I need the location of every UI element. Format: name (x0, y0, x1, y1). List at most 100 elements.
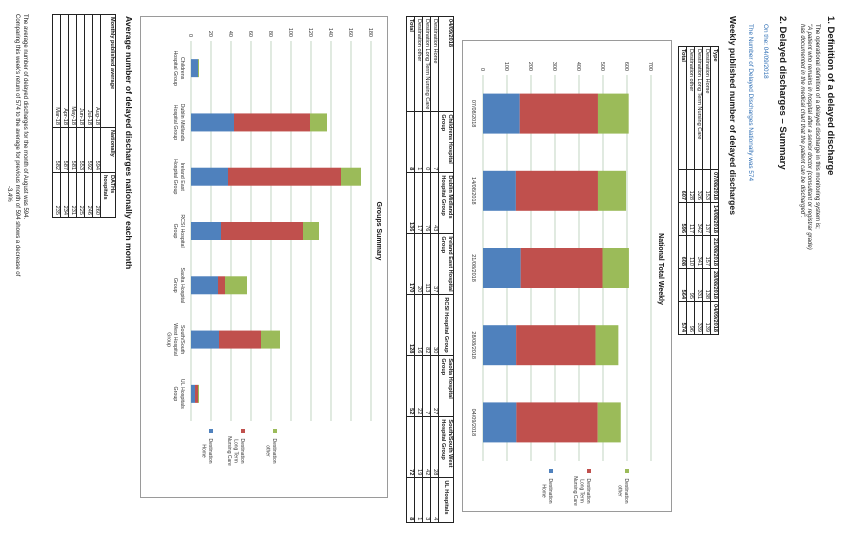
cell: 7 (430, 111, 439, 173)
y-tick-label: 0 (187, 34, 193, 37)
bar-segment (515, 170, 598, 211)
legend-swatch (273, 429, 277, 433)
y-tick-label: 400 (575, 62, 581, 71)
table-total-row: Total 8 136 170 128 52 72 8 (406, 16, 415, 523)
x-tick-label: Hospital Group (172, 50, 178, 85)
x-tick-label: 28/08/2018 (470, 331, 476, 359)
table-row: Jun-18 553 225 (76, 14, 85, 218)
weekly-col-date: 07/08/2018 (710, 169, 719, 203)
monthly-table-header: Monthly published average Nationally DAT… (100, 14, 116, 218)
legend-label: Nursing Care (572, 476, 578, 506)
y-tick-label: 120 (307, 28, 313, 37)
groups-col: UL Hospitals (438, 477, 454, 523)
cell: 341 (694, 235, 703, 269)
national-number-text: The Number of Delayed Discharges Nationa… (747, 24, 754, 182)
cell: 326 (694, 169, 703, 203)
national-weekly-chart: National Total Weekly 0 100 200 300 400 500 600… (470, 62, 664, 506)
row-label: Destination other (686, 46, 695, 170)
bar-segment (597, 170, 627, 211)
cell: 582 (52, 127, 61, 173)
cell: 76 (422, 172, 431, 234)
weekly-table: Type 07/08/2018 14/08/2018 21/08/2018 28… (678, 46, 719, 335)
cell: 7 (422, 355, 431, 417)
y-tick-label: 180 (367, 28, 373, 37)
cell: 128 (686, 169, 695, 203)
bar-segment (228, 167, 341, 186)
bar-segment (597, 93, 629, 134)
legend-swatch (549, 469, 553, 473)
month-label: May-18 (68, 14, 77, 128)
monthly-note-line3: -3.4% (6, 186, 12, 202)
x-tick-label: Hospital Group (172, 105, 178, 140)
legend-label: Long Term (233, 439, 239, 463)
cell: 331 (694, 268, 703, 302)
cell: 137 (702, 202, 711, 236)
bar-segment (482, 248, 521, 288)
y-tick-label: 100 (287, 28, 293, 37)
weekly-heading: Weekly published number of delayed disch… (728, 16, 738, 215)
cell: 564 (678, 268, 687, 302)
row-label: Destination other (414, 16, 423, 112)
y-tick-label: 20 (207, 31, 213, 37)
bar-segment (483, 402, 517, 443)
monthly-note-line2: Comparing this week's return of 574 to t… (14, 14, 20, 277)
bar-segment (516, 402, 598, 443)
cell: 113 (422, 233, 431, 295)
cell: 139 (702, 301, 711, 335)
cell: 234 (60, 172, 69, 218)
cell: 594 (92, 127, 101, 173)
x-tick-label: Dublin Midlands (179, 104, 185, 142)
x-tick-label: RCSI Hospital (179, 214, 185, 247)
legend-swatch (209, 429, 213, 433)
cell: 95 (686, 268, 695, 302)
legend-swatch (587, 469, 591, 473)
monthly-col-national: Nationally (100, 127, 116, 173)
cell: 117 (686, 202, 695, 236)
x-tick-label: South/South (179, 325, 185, 354)
monthly-col-label: Monthly published average (100, 14, 116, 128)
bar-segment (219, 330, 261, 349)
y-tick-label: 700 (647, 62, 653, 71)
bar-segment (191, 330, 219, 349)
bar-segment (191, 167, 228, 186)
cell: 231 (68, 172, 77, 218)
x-tick-label: UL Hospitals (179, 379, 185, 409)
section1-heading: 1. Definition of a delayed discharge (825, 16, 836, 176)
x-tick-label: Group (172, 386, 178, 401)
cell: 581 (68, 127, 77, 173)
x-tick-label: Group (165, 332, 171, 347)
definition-quote-line2: has documented in the medical chart that… (799, 24, 805, 218)
legend-label: other (617, 485, 623, 497)
table-row: Aug-18 594 260 (92, 14, 101, 218)
legend-label: Destination (623, 478, 629, 503)
table-total-row: Total 607 596 608 564 574 (678, 46, 687, 335)
bar-segment (482, 325, 517, 366)
legend-label: Destination (271, 438, 277, 463)
x-tick-label: 07/08/2018 (470, 100, 476, 128)
groups-table: 04/09/2018 Childrens Hospital Group Dubl… (406, 16, 454, 523)
cell: 110 (686, 235, 695, 269)
row-label: Destination Long Term Nursing Care (422, 16, 431, 112)
legend-label: Destination (207, 438, 213, 463)
cell: 43 (430, 172, 439, 234)
definition-intro: The operational definition of a delayed … (814, 24, 820, 229)
bar-segment (520, 248, 603, 288)
table-row: Destination other 1 17 20 16 22 19 1 (414, 16, 423, 523)
weekly-col-date: 21/08/2018 (710, 235, 719, 269)
row-label: Total (678, 46, 687, 170)
y-tick-label: 0 (479, 68, 485, 71)
y-tick-label: 80 (267, 31, 273, 37)
bar-segment (516, 325, 596, 366)
chart-title: Groups Summary (375, 202, 382, 261)
bar-segment (198, 384, 199, 403)
cell: 8 (406, 477, 415, 523)
x-tick-label: Hospital Group (172, 159, 178, 194)
bar-segment (191, 113, 234, 132)
cell: 3 (422, 477, 431, 523)
bar-segment (602, 248, 629, 288)
row-label: Destination Home (702, 46, 711, 170)
cell: 42 (422, 416, 431, 478)
cell: 22 (414, 355, 423, 417)
cell: 28 (430, 416, 439, 478)
month-label: Apr-18 (60, 14, 69, 128)
